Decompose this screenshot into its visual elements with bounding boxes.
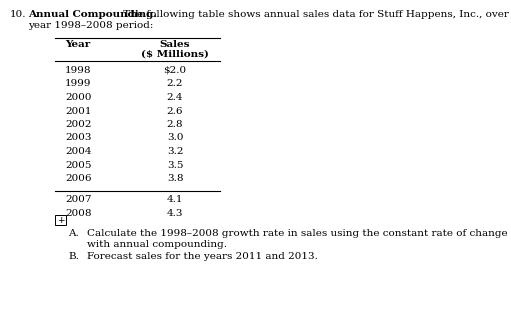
Text: 2004: 2004: [65, 147, 91, 156]
Text: 2000: 2000: [65, 93, 91, 102]
Text: 2.2: 2.2: [167, 79, 183, 89]
Text: +: +: [57, 216, 64, 225]
Text: 1998: 1998: [65, 66, 91, 75]
Text: 1999: 1999: [65, 79, 91, 89]
Text: 2.8: 2.8: [167, 120, 183, 129]
Text: Calculate the 1998–2008 growth rate in sales using the constant rate of change m: Calculate the 1998–2008 growth rate in s…: [87, 229, 511, 238]
Text: 2.4: 2.4: [167, 93, 183, 102]
Text: $2.0: $2.0: [164, 66, 187, 75]
Text: B.: B.: [68, 252, 79, 261]
Text: 2.6: 2.6: [167, 107, 183, 116]
Text: 3.0: 3.0: [167, 133, 183, 142]
Text: 2003: 2003: [65, 133, 91, 142]
Text: 2001: 2001: [65, 107, 91, 116]
Text: 2007: 2007: [65, 195, 91, 204]
Text: year 1998–2008 period:: year 1998–2008 period:: [28, 21, 153, 30]
Text: Forecast sales for the years 2011 and 2013.: Forecast sales for the years 2011 and 20…: [87, 252, 318, 261]
Text: The following table shows annual sales data for Stuff Happens, Inc., over the te: The following table shows annual sales d…: [120, 10, 511, 19]
Text: 2002: 2002: [65, 120, 91, 129]
Text: Sales: Sales: [160, 40, 190, 49]
Text: 2008: 2008: [65, 209, 91, 218]
Text: A.: A.: [68, 229, 79, 238]
Text: 4.3: 4.3: [167, 209, 183, 218]
Text: 3.5: 3.5: [167, 161, 183, 170]
Text: 10.: 10.: [10, 10, 27, 19]
Text: 3.8: 3.8: [167, 174, 183, 183]
Text: Annual Compounding.: Annual Compounding.: [28, 10, 157, 19]
Text: 4.1: 4.1: [167, 195, 183, 204]
Text: 2005: 2005: [65, 161, 91, 170]
Text: 2006: 2006: [65, 174, 91, 183]
Text: ($ Millions): ($ Millions): [141, 50, 209, 59]
Text: Year: Year: [65, 40, 90, 49]
Text: 3.2: 3.2: [167, 147, 183, 156]
Bar: [55, 215, 66, 225]
Text: with annual compounding.: with annual compounding.: [87, 240, 227, 249]
